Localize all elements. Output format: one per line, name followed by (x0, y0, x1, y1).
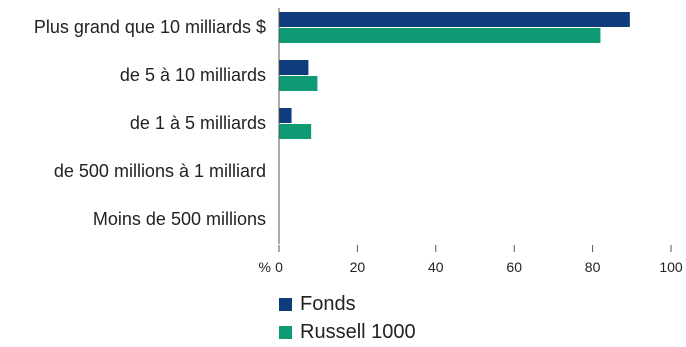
legend-label: Fonds (300, 292, 356, 315)
legend-item: Fonds (279, 290, 416, 318)
x-tick-label: 20 (350, 259, 366, 275)
category-label: Plus grand que 10 milliards $ (34, 17, 266, 37)
legend: Fonds Russell 1000 (279, 290, 416, 346)
category-labels: Plus grand que 10 milliards $ de 5 à 10 m… (34, 17, 266, 229)
legend-swatch (279, 325, 292, 339)
legend-item: Russell 1000 (279, 318, 416, 346)
legend-swatch (279, 297, 292, 311)
bar-russell-1 (279, 76, 318, 91)
bar-russell-2 (279, 124, 312, 139)
bar-fonds-1 (279, 60, 309, 75)
legend-label: Russell 1000 (300, 320, 416, 343)
bar-fonds-0 (279, 12, 630, 27)
x-tick-label: 80 (585, 259, 601, 275)
x-tick-label: 60 (506, 259, 522, 275)
bar-russell-0 (279, 28, 601, 43)
x-tick-label: 100 (659, 259, 683, 275)
x-axis-unit-label: % (259, 259, 271, 275)
category-label: de 5 à 10 milliards (120, 65, 266, 85)
category-label: de 500 millions à 1 milliard (54, 161, 266, 181)
x-tick-label: 0 (275, 259, 283, 275)
category-label: Moins de 500 millions (93, 209, 266, 229)
bar-fonds-2 (279, 108, 292, 123)
x-tick-label: 40 (428, 259, 444, 275)
category-label: de 1 à 5 milliards (130, 113, 266, 133)
x-axis-ticks: 0 20 40 60 80 100 (275, 245, 683, 275)
bars-group (279, 12, 630, 139)
